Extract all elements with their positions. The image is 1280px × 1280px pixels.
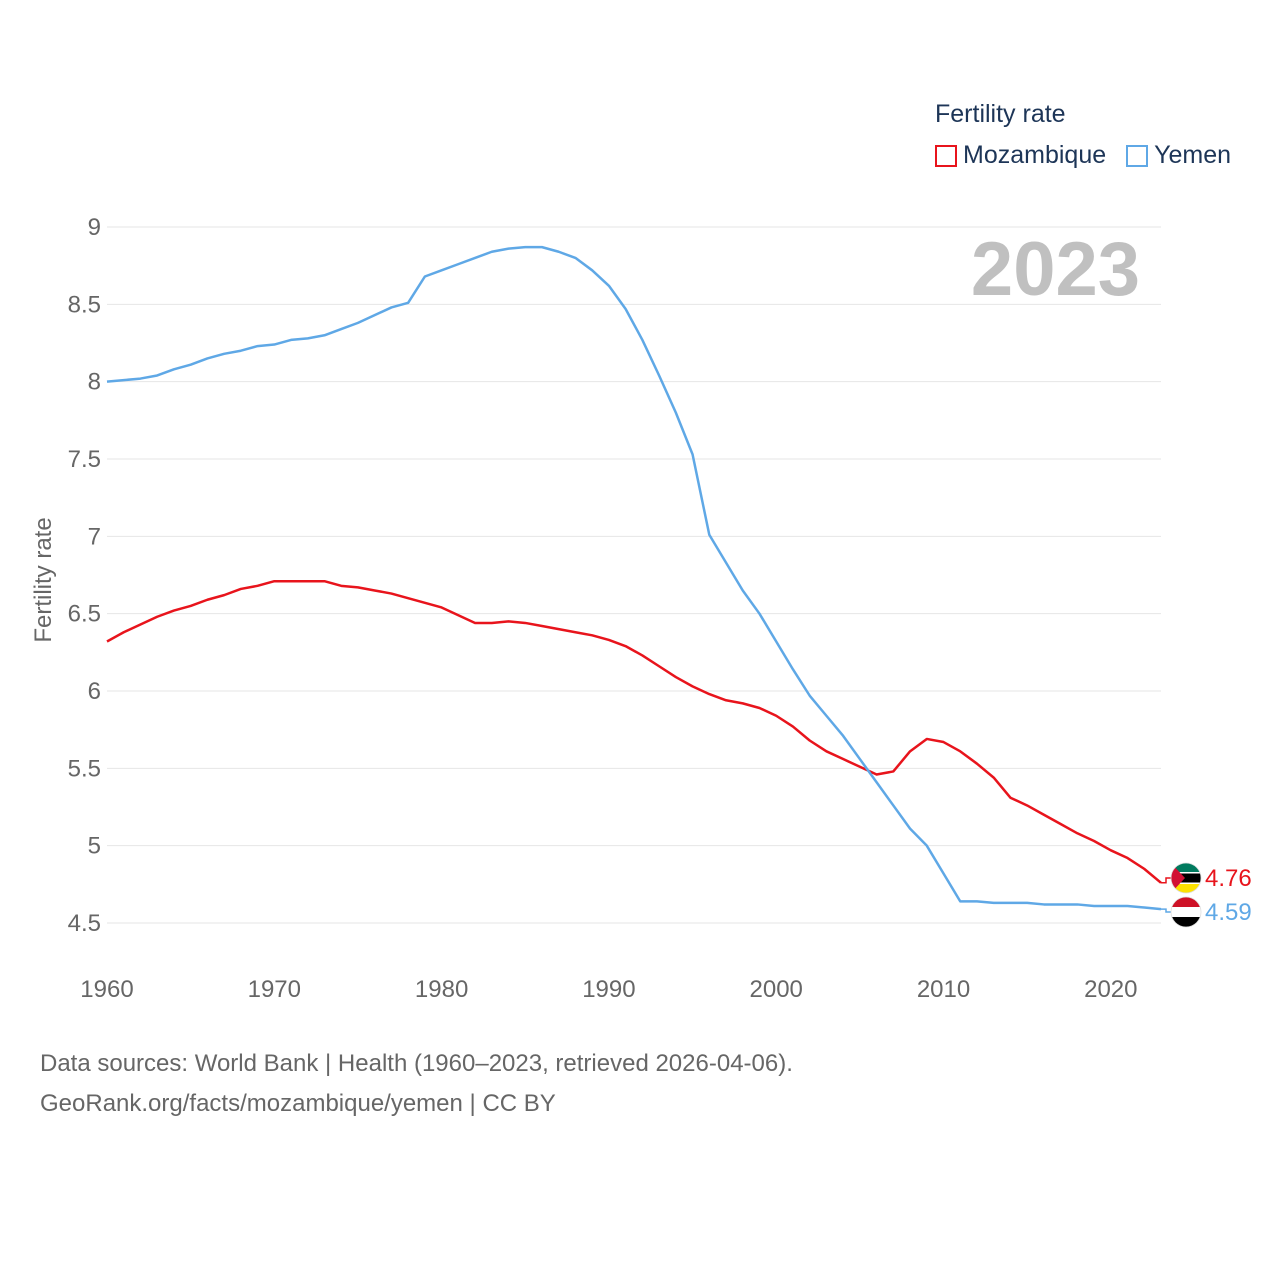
- y-tick-label: 5: [88, 833, 101, 860]
- x-tick-label: 1980: [415, 976, 468, 1003]
- grid-lines: [107, 226, 1161, 924]
- legend-label-mozambique: Mozambique: [963, 141, 1107, 169]
- legend: Mozambique Yemen: [935, 141, 1251, 170]
- x-tick-label: 2000: [750, 976, 803, 1003]
- legend-swatch-mozambique: [935, 144, 957, 167]
- y-tick-label: 6.5: [68, 601, 101, 628]
- footer-link[interactable]: GeoRank.org/facts/mozambique/yemen | CC …: [40, 1090, 556, 1117]
- footer: Data sources: World Bank | Health (1960–…: [40, 1044, 793, 1124]
- flag-border: [1170, 896, 1202, 928]
- footer-sources: Data sources: World Bank | Health (1960–…: [40, 1050, 793, 1077]
- legend-title: Fertility rate: [935, 100, 1066, 128]
- y-axis-ticks: 4.5 5 5.5 6 6.5 7 7.5 8 8.5 9: [68, 214, 101, 937]
- x-tick-label: 2010: [917, 976, 970, 1003]
- end-value-label-mozambique: 4.76: [1205, 865, 1252, 892]
- y-tick-label: 9: [88, 214, 101, 241]
- y-tick-label: 5.5: [68, 755, 101, 782]
- line-chart: 4.5 5 5.5 6 6.5 7 7.5 8 8.5 9 1960 1970 1980 1990 200…: [30, 214, 1252, 1003]
- year-label: 2023: [970, 227, 1140, 312]
- y-tick-label: 7: [88, 523, 101, 550]
- yemen-flag-icon: [1171, 897, 1201, 927]
- legend-item-mozambique[interactable]: Mozambique: [935, 141, 1106, 170]
- end-value-label-yemen: 4.59: [1205, 899, 1252, 926]
- leader-line-mozambique: [1161, 877, 1171, 884]
- legend-item-yemen[interactable]: Yemen: [1126, 141, 1231, 170]
- y-tick-label: 4.5: [68, 910, 101, 937]
- x-tick-label: 1990: [582, 976, 635, 1003]
- x-tick-label: 1970: [248, 976, 301, 1003]
- y-tick-label: 7.5: [68, 446, 101, 473]
- y-tick-label: 8.5: [68, 291, 101, 318]
- legend-swatch-yemen: [1126, 144, 1149, 167]
- flag-border: [1170, 862, 1202, 894]
- mozambique-flag-icon: [1171, 863, 1201, 893]
- series-lines: [106, 245, 1162, 911]
- x-axis-ticks: 1960 1970 1980 1990 2000 2010 2020: [80, 976, 1137, 1003]
- leader-line-yemen: [1161, 908, 1171, 913]
- legend-label-yemen: Yemen: [1154, 141, 1232, 169]
- end-markers: 4.76 4.59: [1161, 862, 1252, 928]
- series-line-mozambique[interactable]: [106, 579, 1162, 884]
- y-tick-label: 8: [88, 369, 101, 396]
- series-line-yemen[interactable]: [106, 245, 1162, 911]
- x-tick-label: 1960: [80, 976, 133, 1003]
- y-tick-label: 6: [88, 678, 101, 705]
- x-tick-label: 2020: [1084, 976, 1137, 1003]
- y-axis-title: Fertility rate: [30, 517, 57, 642]
